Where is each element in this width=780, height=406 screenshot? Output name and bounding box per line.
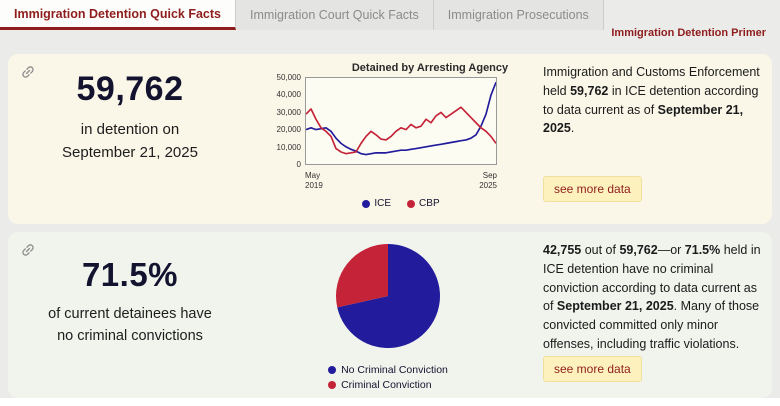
line-series-CBP [306,106,496,155]
y-tick-label: 50,000 [276,73,301,82]
y-tick-label: 40,000 [276,90,301,100]
legend-dot [362,199,371,208]
link-icon [22,66,34,78]
no-conviction-caption: of current detainees have no criminal co… [48,306,212,344]
tab-immigration-prosecutions[interactable]: Immigration Prosecutions [433,0,604,30]
pie-slice-criminal-conviction [335,244,388,308]
text-segment: . [570,121,575,136]
line-chart: Detained by Arresting Agency 50,000 40,00… [263,60,551,209]
permalink-icon[interactable] [20,242,36,258]
legend-label: CBP [419,198,440,209]
y-tick-label: 30,000 [276,107,301,117]
no-conviction-percent-value: 71.5% [81,256,179,293]
line-series-ICE [306,82,496,156]
text-segment: 59,762 [619,243,658,257]
x-axis-end-label: Sep 2025 [479,171,497,190]
legend-dot [328,381,337,389]
y-tick-label: 20,000 [276,125,301,135]
text-segment: in ICE detention according to data curre… [543,83,759,117]
detention-count-caption: in detention on September 21, 2025 [30,119,230,164]
page-bottom-strip [0,398,780,406]
text-segment: September 21, 2025 [543,102,744,136]
tab-bar: Immigration Detention Quick Facts Immigr… [0,0,780,30]
line-chart-plot [305,77,497,165]
text-segment: 59,762 [570,83,609,98]
line-chart-legend: ICE CBP [305,198,497,209]
permalink-icon[interactable] [20,64,36,80]
line-chart-plot-area: 50,000 40,000 30,000 20,000 10,000 0 [263,73,551,169]
line-chart-title: Detained by Arresting Agency [351,62,509,74]
legend-dot [328,366,337,374]
text-segment: . Many of those convicted committed only… [543,299,760,351]
x-axis-start-label: May 2019 [305,171,323,190]
tab-immigration-court-quick-facts[interactable]: Immigration Court Quick Facts [235,0,434,30]
y-tick-label: 10,000 [276,142,301,152]
legend-label: No Criminal Conviction [341,364,448,376]
line-chart-yticks: 50,000 40,000 30,000 20,000 10,000 0 [263,73,305,169]
tab-immigration-detention-quick-facts[interactable]: Immigration Detention Quick Facts [0,0,236,30]
detention-count-stat: 59,762 in detention on September 21, 202… [30,70,230,164]
legend-label: ICE [374,198,392,209]
text-segment: 42,755 [543,243,582,257]
pie-legend-item: Criminal Conviction [328,379,448,391]
text-segment: —or [657,243,685,257]
detention-count-value: 59,762 [76,70,184,108]
legend-item-CBP: CBP [407,198,440,209]
text-segment: out of [581,243,620,257]
criminal-conviction-card: 71.5% of current detainees have no crimi… [8,232,772,398]
text-segment: September 21, 2025 [556,299,674,314]
y-tick-label: 0 [296,159,301,169]
text-segment: 71.5% [684,243,721,257]
legend-dot [407,199,416,208]
pie-chart-plot [335,244,440,348]
caption-line-1: in detention on [80,121,180,138]
detention-total-card: 59,762 in detention on September 21, 202… [8,54,772,224]
pie-legend-item: No Criminal Conviction [328,364,448,376]
text-segment: Immigration and Customs Enforcement held [543,65,760,98]
pie-slice-no-criminal-conviction [337,244,440,348]
see-more-data-button-detention[interactable]: see more data [543,176,642,202]
caption-line-2: September 21, 2025 [62,143,198,161]
no-conviction-stat: 71.5% of current detainees have no crimi… [30,256,230,348]
see-more-data-button-convictions[interactable]: see more data [543,356,642,382]
text-segment: held in ICE detention have no criminal c… [543,243,761,314]
detention-summary-text: Immigration and Customs Enforcement held… [543,63,765,138]
legend-item-ICE: ICE [362,198,391,209]
link-icon [22,244,34,256]
line-chart-xlabels: May 2019 Sep 2025 [305,171,497,191]
conviction-summary-text: 42,755 out of 59,762—or 71.5% held in IC… [543,241,765,354]
pie-chart: No Criminal Conviction Criminal Convictio… [300,242,476,394]
legend-label: Criminal Conviction [341,379,432,391]
immigration-detention-primer-link[interactable]: Immigration Detention Primer [611,27,766,39]
pie-chart-legend: No Criminal Conviction Criminal Convictio… [328,361,448,391]
